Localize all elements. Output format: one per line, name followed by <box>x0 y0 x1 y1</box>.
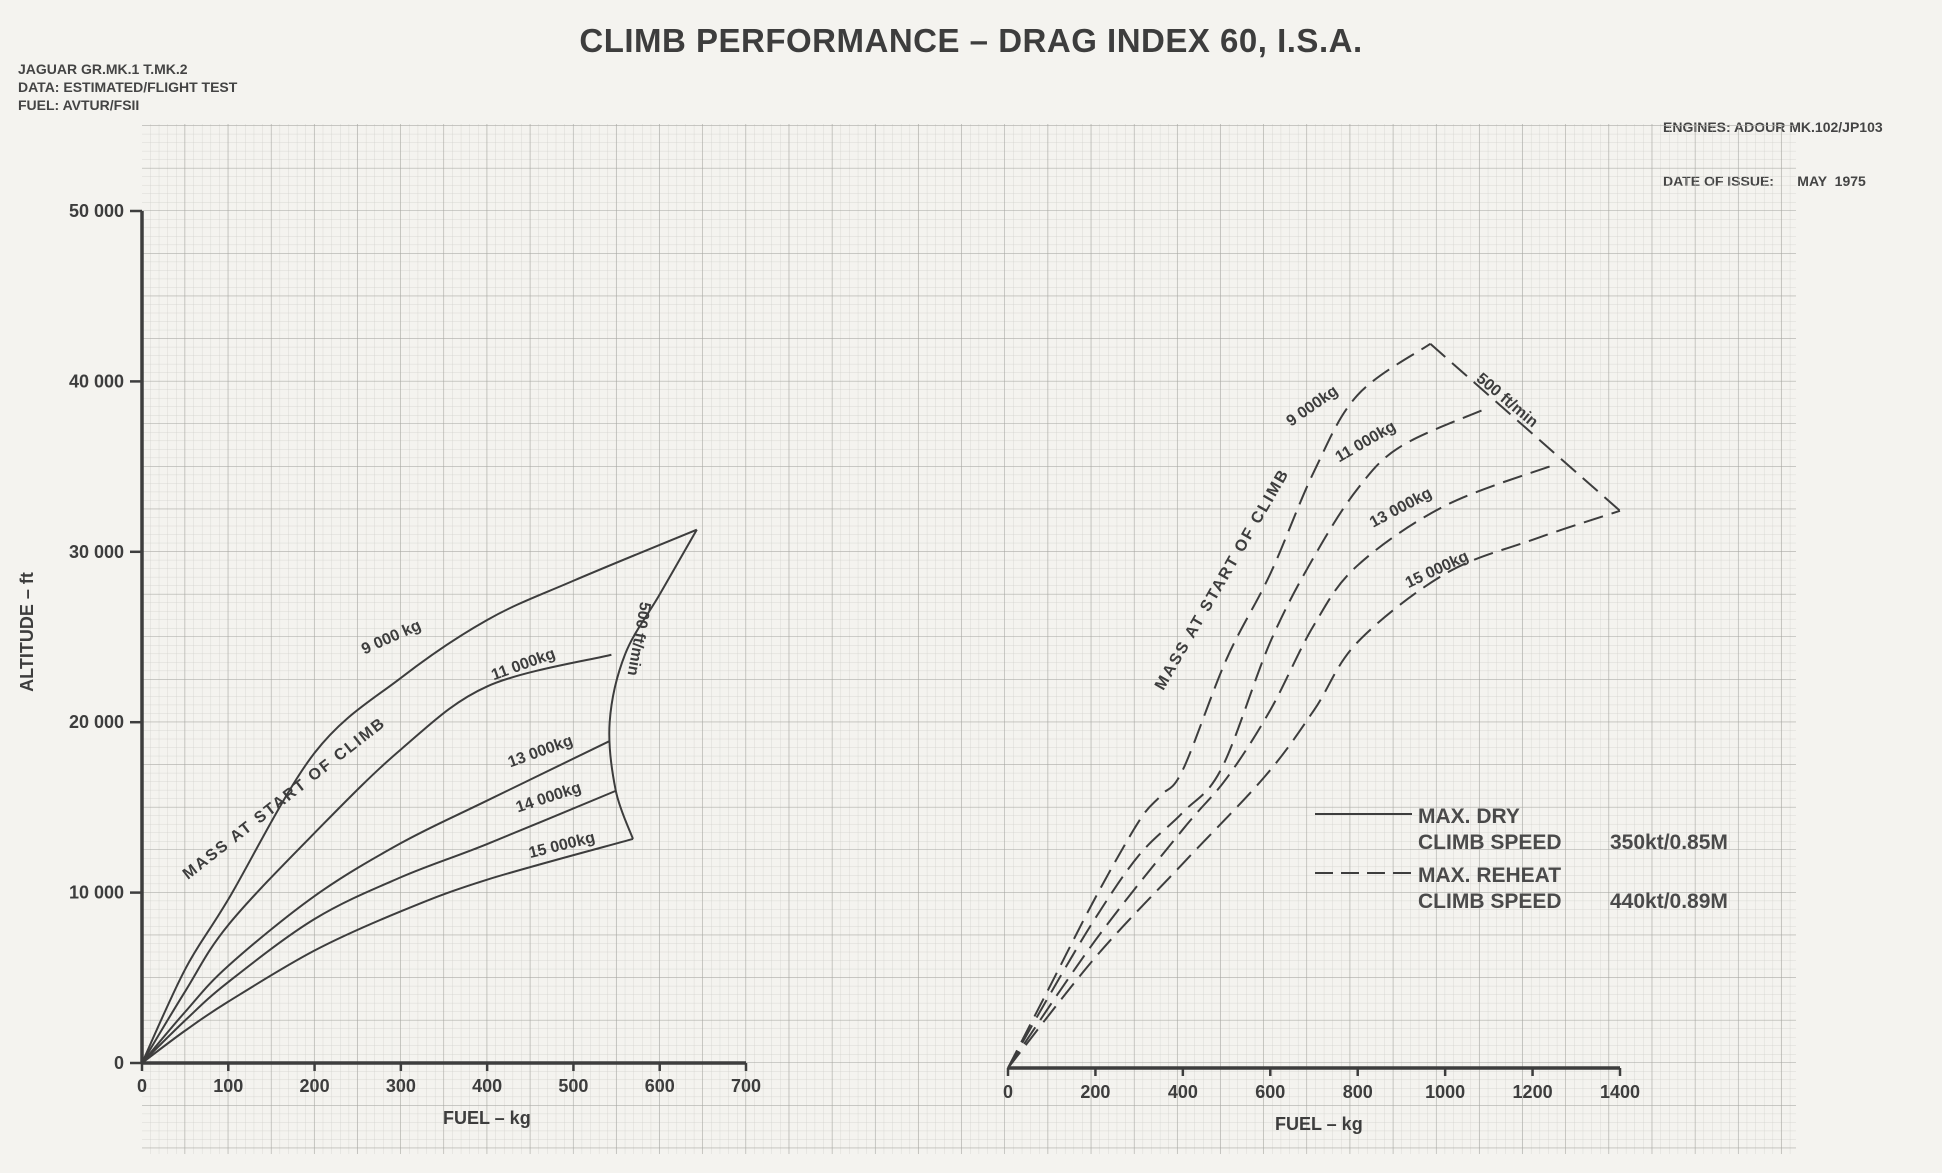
header-left-info: JAGUAR GR.MK.1 T.MK.2 DATA: ESTIMATED/FL… <box>18 60 237 114</box>
x-tick-label: 1000 <box>1425 1082 1465 1102</box>
aircraft-line: JAGUAR GR.MK.1 T.MK.2 <box>18 61 188 77</box>
y-tick-label: 50 000 <box>69 201 124 221</box>
series-line-11000kg <box>141 653 612 1064</box>
legend-reheat-speed: 440kt/0.89M <box>1610 890 1728 913</box>
dry-climb-chart: 0 100 200 300 400 500 600 700 0 10 000 20 000 30 00… <box>69 201 761 1096</box>
fuel-line: FUEL: AVTUR/FSII <box>18 97 140 113</box>
y-tick-label: 10 000 <box>69 883 124 903</box>
y-tick-label: 30 000 <box>69 542 124 562</box>
x-tick-label: 0 <box>137 1076 147 1096</box>
x-tick-label: 300 <box>386 1076 416 1096</box>
y-axis-label: ALTITUDE – ft <box>17 572 37 692</box>
x-tick-label: 0 <box>1003 1082 1013 1102</box>
legend-dry-speed-label: CLIMB SPEED <box>1418 831 1562 854</box>
x-tick-label: 600 <box>645 1076 675 1096</box>
x-tick-label: 800 <box>1343 1082 1373 1102</box>
x-tick-label: 700 <box>731 1076 761 1096</box>
legend-dry-speed: 350kt/0.85M <box>1610 831 1728 854</box>
legend-dry-label: MAX. DRY <box>1418 805 1520 828</box>
series-line-13000kg <box>1007 463 1555 1069</box>
x-tick-label: 100 <box>213 1076 243 1096</box>
x-axis-label-right: FUEL – kg <box>1275 1114 1363 1134</box>
series-line-13000kg <box>141 740 610 1064</box>
x-tick-label: 500 <box>558 1076 588 1096</box>
series-line-15000kg <box>141 837 634 1064</box>
x-axis-label-left: FUEL – kg <box>443 1108 531 1128</box>
series-line-11000kg <box>1007 407 1487 1069</box>
legend-reheat-label: MAX. REHEAT <box>1418 864 1561 887</box>
y-tick-label: 40 000 <box>69 371 124 391</box>
series-line-9000kg <box>1007 342 1431 1069</box>
series-line-15000kg <box>1007 509 1621 1069</box>
series-line-14000kg <box>141 789 617 1064</box>
x-tick-label: 400 <box>1168 1082 1198 1102</box>
x-tick-label: 1400 <box>1600 1082 1640 1102</box>
legend: MAX. DRY CLIMB SPEED 350kt/0.85M MAX. RE… <box>1315 805 1728 913</box>
reheat-climb-chart: 0 200 400 600 800 1000 1200 1400 <box>1003 342 1640 1102</box>
x-tick-label: 200 <box>300 1076 330 1096</box>
y-tick-label: 0 <box>114 1053 124 1073</box>
boundary-500ft-min-line <box>1429 343 1621 512</box>
y-tick-label: 20 000 <box>69 712 124 732</box>
x-tick-label: 200 <box>1080 1082 1110 1102</box>
series-line-9000kg <box>141 528 698 1064</box>
data-source-line: DATA: ESTIMATED/FLIGHT TEST <box>18 79 238 95</box>
boundary-500ft-min-line <box>608 529 698 840</box>
chart-title: CLIMB PERFORMANCE – DRAG INDEX 60, I.S.A… <box>579 22 1363 59</box>
legend-reheat-speed-label: CLIMB SPEED <box>1418 890 1562 913</box>
x-tick-label: 600 <box>1255 1082 1285 1102</box>
graph-paper-grid <box>142 124 1796 1154</box>
x-tick-label: 1200 <box>1513 1082 1553 1102</box>
x-tick-label: 400 <box>472 1076 502 1096</box>
